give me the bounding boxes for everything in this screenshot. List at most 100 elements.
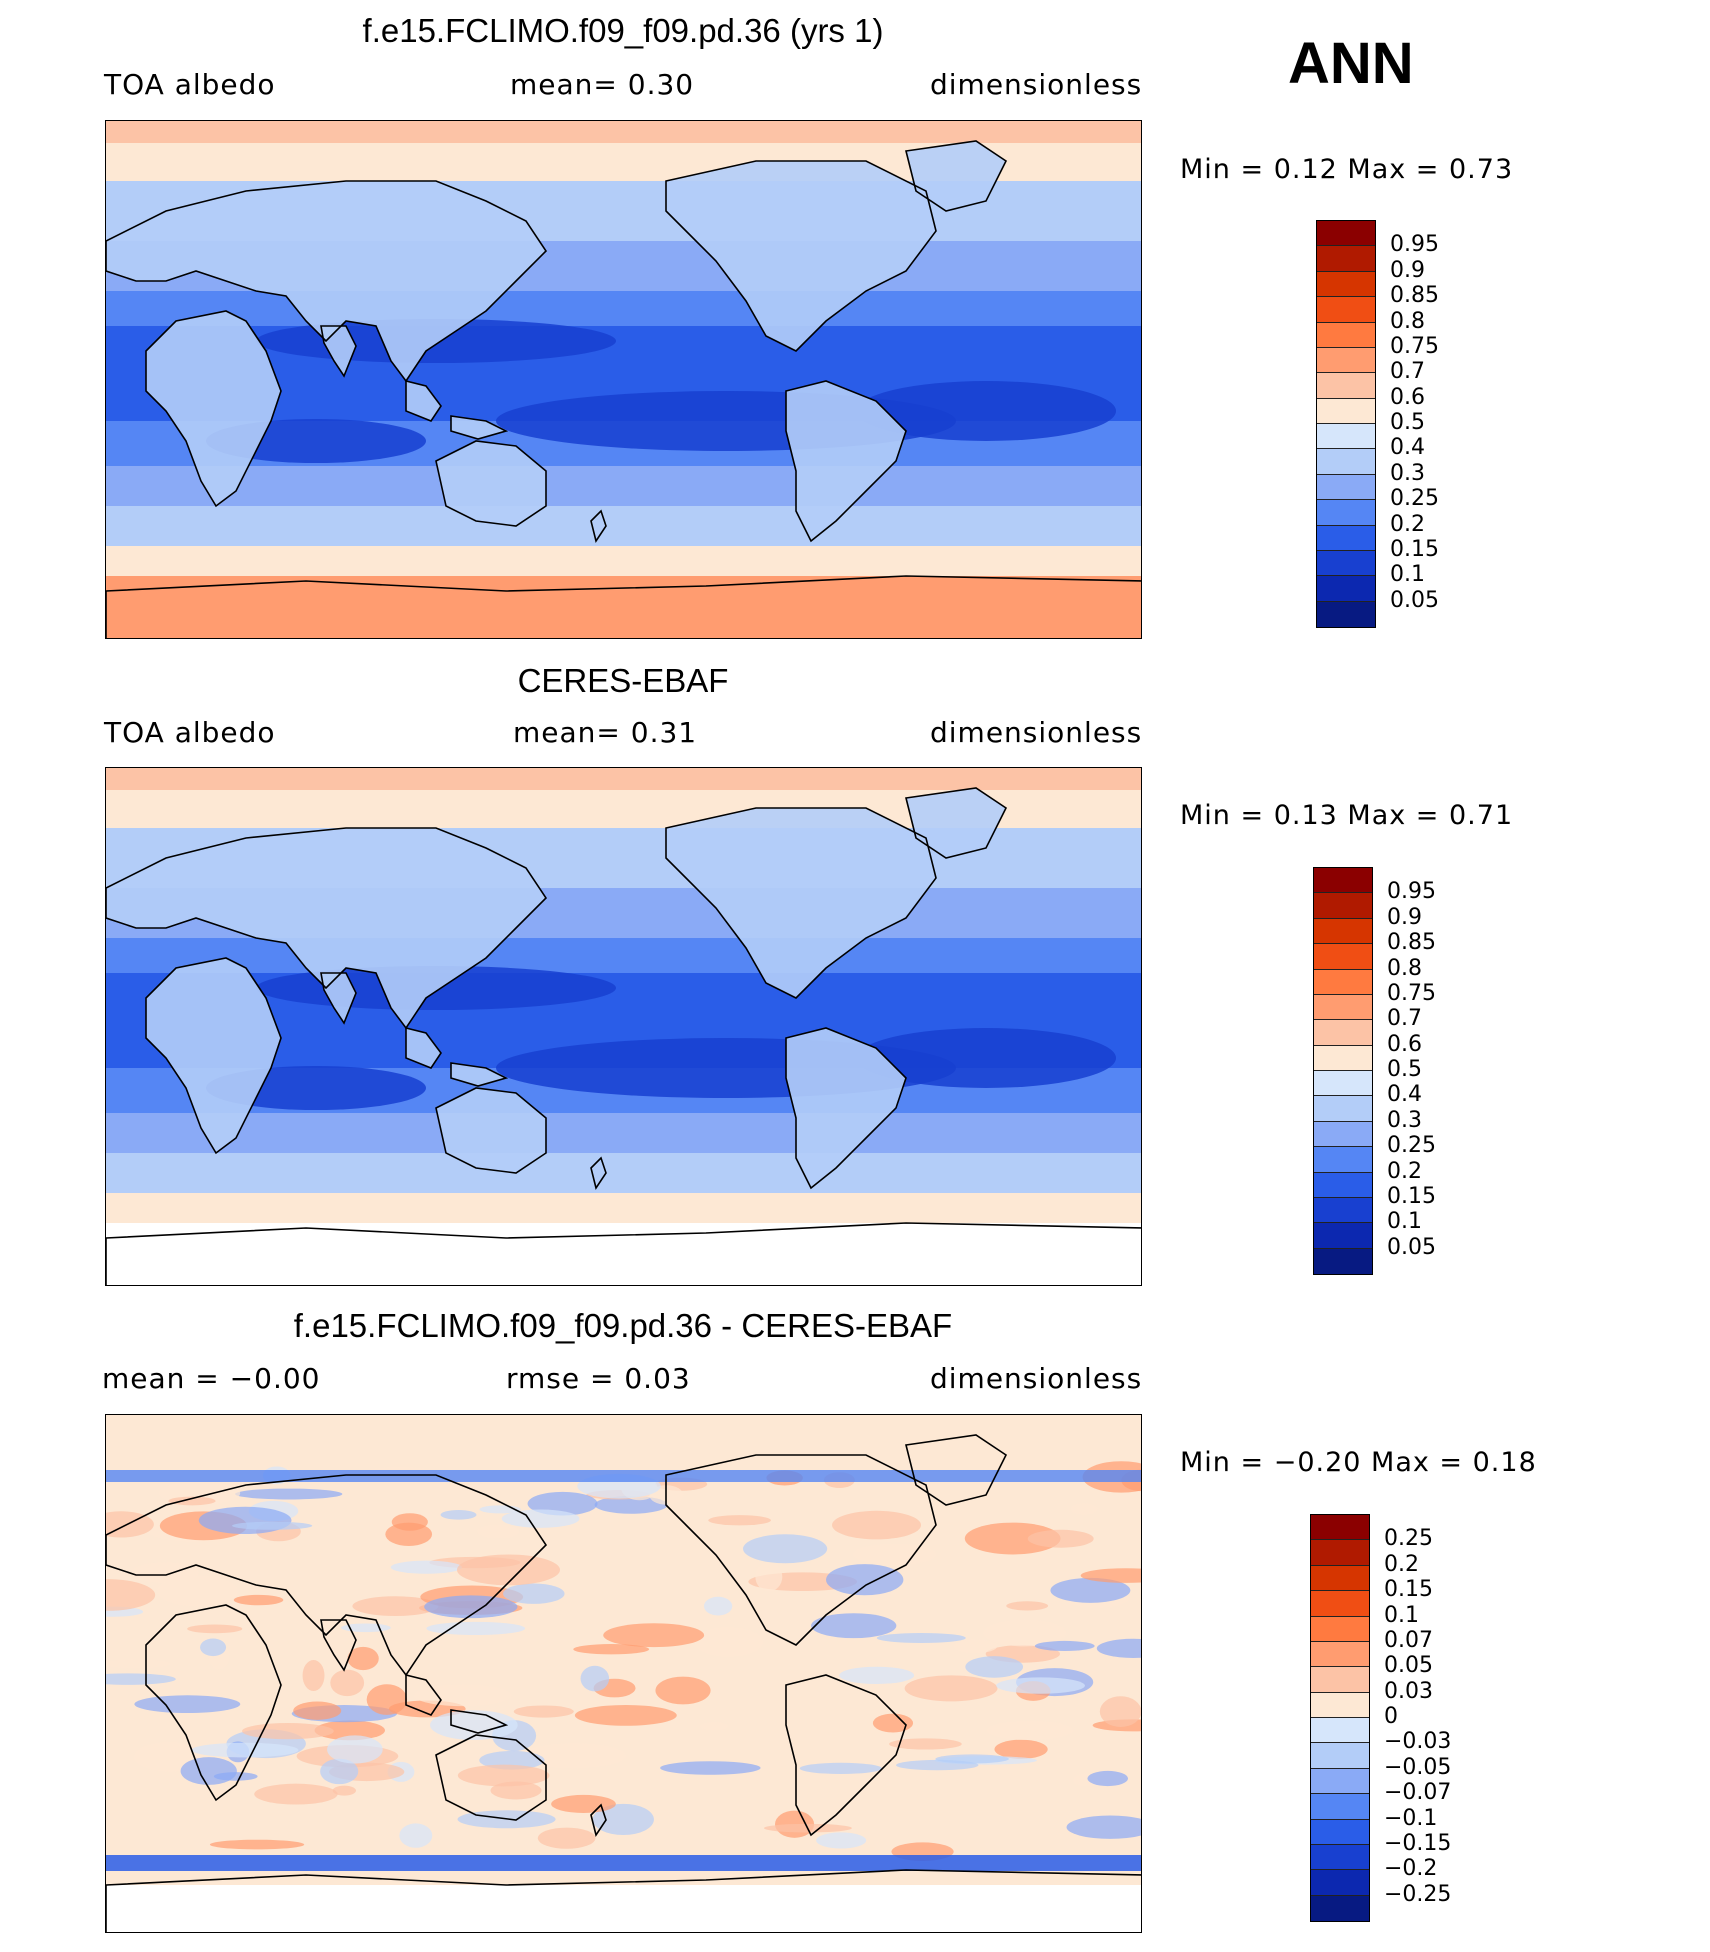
colorbar-label: 0.95 (1387, 879, 1436, 905)
panel-3-title: f.e15.FCLIMO.f09_f09.pd.36 - CERES-EBAF (293, 1307, 953, 1344)
map-land (666, 808, 936, 998)
colorbar-label: 0.05 (1390, 587, 1439, 613)
colorbar-label: 0.5 (1387, 1057, 1422, 1082)
map-anomaly (655, 1676, 711, 1705)
colorbar-label: 0.25 (1384, 1526, 1433, 1552)
coastline (106, 1869, 1141, 1932)
colorbar-swatch (1314, 994, 1372, 1021)
coastline (450, 415, 509, 440)
colorbar-label: −0.2 (1384, 1856, 1438, 1882)
map-anomaly (889, 1738, 962, 1750)
coastline (106, 1474, 548, 1677)
map-anomaly (839, 1666, 915, 1684)
colorbar-swatch (1314, 868, 1372, 894)
colorbar-label: 0.15 (1387, 1183, 1436, 1209)
map-anomaly (232, 1521, 313, 1530)
coastline (785, 1027, 907, 1190)
coastline (905, 1434, 1008, 1506)
colorbar-swatch (1311, 1794, 1369, 1820)
coastline (665, 160, 937, 352)
coastline (435, 440, 547, 527)
colorbar-label: 0.3 (1390, 460, 1425, 486)
coastline (905, 787, 1008, 859)
map-anomaly (660, 1761, 761, 1775)
map-anomaly (501, 1509, 580, 1528)
map-anomaly (811, 1613, 897, 1639)
map-land (146, 311, 281, 506)
panel-2-title: CERES-EBAF (517, 662, 729, 699)
map-anomaly (826, 1564, 904, 1596)
colorbar-swatch (1311, 1667, 1369, 1693)
colorbar-swatch (1317, 347, 1375, 374)
map-anomaly (200, 1638, 227, 1657)
colorbar-label: −0.15 (1384, 1830, 1452, 1856)
map-missing (106, 1885, 1141, 1932)
map-band (106, 291, 1141, 326)
map-anomaly (816, 1832, 867, 1849)
map-anomaly (366, 1684, 408, 1715)
colorbar-swatch (1311, 1895, 1369, 1921)
map-anomaly (983, 1619, 1067, 1647)
colorbar-label: 0.75 (1387, 980, 1436, 1006)
coastline (106, 827, 548, 1030)
map-anomaly (347, 1646, 379, 1671)
colorbar-label: −0.1 (1384, 1805, 1438, 1831)
panel-1-colorbar (1316, 220, 1376, 628)
map-land (436, 441, 546, 526)
map-anomaly (330, 1669, 365, 1697)
coastline (435, 1087, 547, 1174)
coastline (905, 140, 1008, 212)
colorbar-swatch (1311, 1819, 1369, 1845)
map-anomaly (522, 1743, 626, 1769)
map-anomaly (314, 1720, 385, 1741)
colorbar-swatch (1314, 1045, 1372, 1071)
colorbar-label: 0.7 (1390, 359, 1425, 385)
panel-3-colorbar (1310, 1514, 1370, 1922)
colorbar-label: 0.2 (1387, 1158, 1422, 1184)
colorbar-label: 0.25 (1387, 1133, 1436, 1159)
map-anomaly (872, 1713, 914, 1733)
map-anomaly (1080, 1568, 1141, 1583)
map-anomaly (1027, 1529, 1094, 1548)
colorbar-swatch (1317, 550, 1375, 577)
map-anomaly (293, 1701, 342, 1720)
map-anomaly (424, 1595, 518, 1619)
colorbar-swatch (1314, 1071, 1372, 1097)
coastline (590, 509, 607, 543)
map-band (106, 466, 1141, 506)
colorbar-swatch (1311, 1870, 1369, 1896)
colorbar-label: 0.8 (1387, 955, 1422, 981)
map-anomaly (573, 1644, 650, 1655)
map-anomaly (476, 1524, 520, 1539)
colorbar-swatch (1317, 373, 1375, 399)
map-anomaly (1099, 1696, 1141, 1727)
map-anomaly (233, 1594, 284, 1606)
colorbar-label: 0.9 (1390, 257, 1425, 283)
panel-3-rmse-label: rmse = 0.03 (506, 1362, 691, 1395)
colorbar-label: −0.05 (1384, 1754, 1452, 1780)
colorbar-label: 0.4 (1390, 435, 1425, 461)
map-anomaly (414, 1684, 512, 1707)
colorbar-swatch (1314, 1147, 1372, 1173)
colorbar-label: 0.6 (1390, 384, 1425, 410)
colorbar-swatch (1314, 1248, 1372, 1274)
map-land (406, 1028, 441, 1068)
colorbar-swatch (1311, 1641, 1369, 1668)
map-land (321, 973, 356, 1023)
map-land (321, 326, 356, 376)
colorbar-swatch (1311, 1692, 1369, 1718)
map-anomaly (527, 1491, 598, 1516)
panel-1-units-label: dimensionless (930, 68, 1143, 101)
map-shade (856, 1028, 1116, 1088)
colorbar-label: 0.1 (1387, 1209, 1422, 1235)
coastline (590, 1156, 607, 1190)
panel-2-map-svg (106, 768, 1141, 1285)
colorbar-swatch (1311, 1743, 1369, 1769)
map-anomaly (191, 1742, 299, 1758)
map-anomaly (426, 1621, 526, 1636)
map-anomaly (551, 1794, 616, 1813)
panel-2-mean-label: mean= 0.31 (513, 716, 698, 749)
map-anomaly (996, 1677, 1085, 1694)
map-anomaly (390, 1560, 462, 1574)
colorbar-swatch (1314, 893, 1372, 919)
